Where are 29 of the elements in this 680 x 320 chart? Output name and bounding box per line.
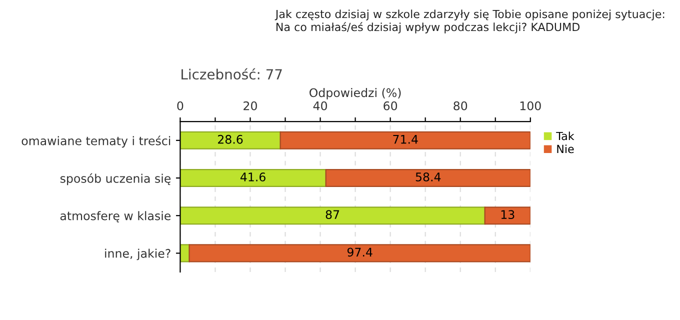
- bar: [180, 168, 326, 188]
- chart-subtitle: Liczebność: 77: [182, 68, 282, 80]
- data-label: 41.6: [240, 172, 266, 182]
- bar: [280, 131, 530, 150]
- bar: [325, 168, 530, 188]
- x-tick-label: 0: [177, 101, 184, 110]
- x-tick-label: 20: [244, 101, 257, 110]
- y-tick-label: inne, jakie?: [105, 248, 170, 260]
- bar: [180, 206, 486, 225]
- x-tick-label: 100: [520, 101, 541, 110]
- y-tick-label: omawiane tematy i treści: [22, 136, 170, 148]
- data-label: 58.4: [416, 172, 441, 182]
- bar: [484, 206, 530, 225]
- y-tick-label: sposób uczenia się: [60, 173, 171, 186]
- data-label: 87: [326, 210, 340, 220]
- bar: [180, 131, 281, 150]
- data-label: 97.4: [347, 248, 372, 257]
- data-label: 13: [501, 210, 514, 220]
- legend-label: Tak: [556, 132, 574, 140]
- y-tick-label: atmosferę w klasie: [60, 211, 171, 222]
- chart-title: Jak często dzisiaj w szkole zdarzyły się Tobie opisane poniżej sytuacje: Na co miałaś/eś dzisiaj wpływ podczas lekcji? KADUMD: [274, 10, 664, 34]
- x-axis-title: Odpowiedzi (%): [310, 88, 401, 100]
- legend-label: Nie: [557, 144, 574, 154]
- x-tick-label: 40: [313, 101, 328, 110]
- data-label: 71.4: [393, 135, 418, 144]
- x-tick-label: 80: [454, 101, 468, 110]
- data-label: 28.6: [218, 134, 243, 144]
- x-tick-label: 60: [384, 101, 398, 110]
- bar: [188, 244, 530, 262]
